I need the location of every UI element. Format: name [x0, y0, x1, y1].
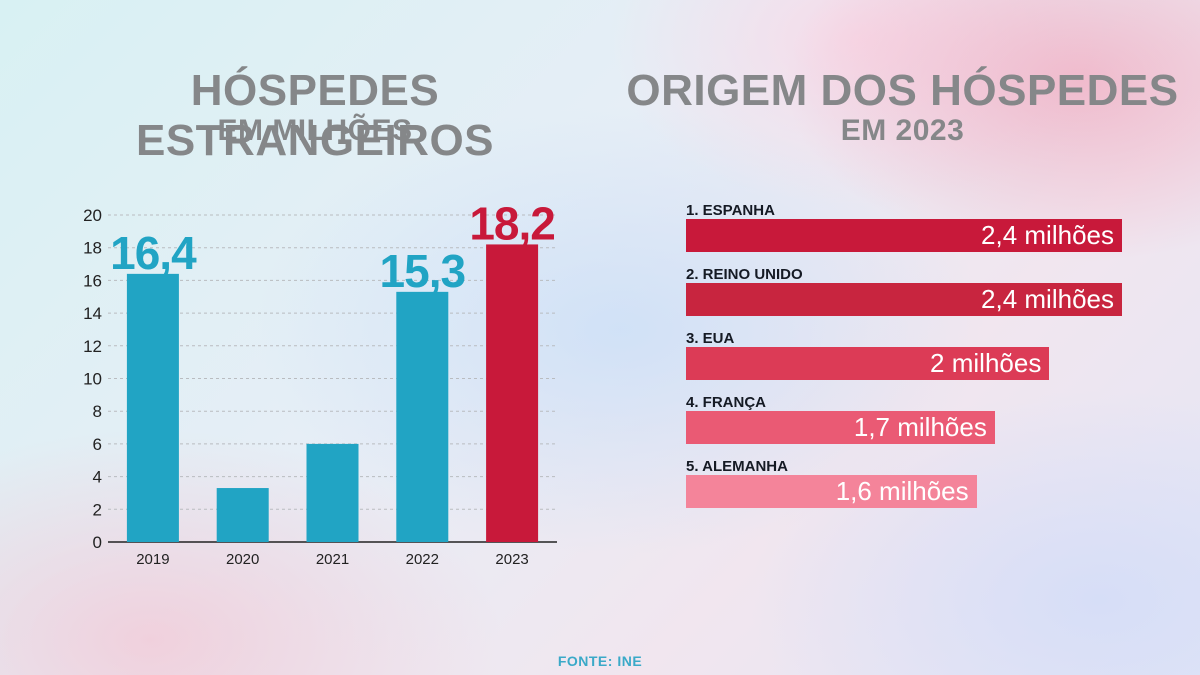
ranking-subtitle: EM 2023 [840, 114, 965, 147]
bar-2023 [486, 244, 539, 542]
y-tick-label: 2 [93, 500, 102, 519]
bar-chart-title: HÓSPEDES ESTRANGEIROS [135, 66, 495, 165]
ranking-item: 3. EUA 2 milhões [686, 330, 1146, 380]
ranking-bar-value: 1,6 milhões [835, 476, 969, 506]
ranking-item: 2. REINO UNIDO 2,4 milhões [686, 266, 1146, 316]
ranking-bar-value: 2,4 milhões [981, 220, 1114, 250]
ranking-bar-value: 2 milhões [930, 348, 1042, 378]
ranking-bar: 2 milhões [686, 347, 1050, 380]
ranking-bar: 1,6 milhões [686, 475, 977, 508]
ranking-bar-value: 2,4 milhões [981, 284, 1114, 314]
ranking-title: ORIGEM DOS HÓSPEDES [626, 66, 1179, 115]
y-tick-label: 8 [93, 402, 102, 421]
ranking-item-label: 1. ESPANHA [686, 202, 775, 219]
y-tick-label: 20 [83, 206, 102, 225]
ranking-item: 5. ALEMANHA 1,6 milhões [686, 458, 1146, 508]
x-tick-label: 2022 [406, 551, 439, 568]
guests-bar-chart: 0 2 4 6 8 10 12 14 16 18 20 2019 16,4 2020 2021 2022 15,… [83, 197, 557, 568]
bar-2022 [396, 291, 449, 542]
y-tick-label: 10 [83, 370, 102, 389]
y-tick-label: 16 [83, 271, 102, 290]
ranking-item: 1. ESPANHA 2,4 milhões [686, 202, 1146, 252]
bar-2020 [216, 488, 269, 542]
ranking-bar: 2,4 milhões [686, 283, 1122, 316]
ranking-bar-value: 1,7 milhões [853, 412, 987, 442]
bar-chart-subtitle: EM MILHÕES [217, 114, 413, 147]
y-tick-label: 4 [93, 468, 102, 487]
bar-2021 [306, 443, 359, 542]
data-label-2023: 18,2 [469, 197, 555, 249]
ranking-item-label: 3. EUA [686, 330, 735, 347]
ranking-item-label: 4. FRANÇA [686, 394, 767, 411]
ranking-item-label: 5. ALEMANHA [686, 458, 788, 475]
x-tick-label: 2021 [316, 551, 349, 568]
ranking-bar: 2,4 milhões [686, 219, 1122, 252]
origin-ranking-chart: 1. ESPANHA 2,4 milhões 2. REINO UNIDO 2,4 m… [686, 202, 1146, 537]
x-tick-label: 2020 [226, 551, 259, 568]
ranking-item: 4. FRANÇA 1,7 milhões [686, 394, 1146, 444]
data-label-2022: 15,3 [380, 245, 466, 297]
y-tick-label: 18 [83, 239, 102, 258]
x-tick-label: 2023 [495, 551, 528, 568]
y-tick-label: 12 [83, 337, 102, 356]
source-note: FONTE: INE [557, 653, 643, 669]
y-tick-label: 6 [93, 435, 102, 454]
x-tick-label: 2019 [136, 551, 169, 568]
ranking-item-label: 2. REINO UNIDO [686, 266, 803, 283]
data-label-2019: 16,4 [110, 227, 197, 279]
y-tick-label: 14 [83, 304, 102, 323]
bar-2019 [126, 273, 179, 542]
y-tick-label: 0 [93, 533, 102, 552]
ranking-bar: 1,7 milhões [686, 411, 995, 444]
